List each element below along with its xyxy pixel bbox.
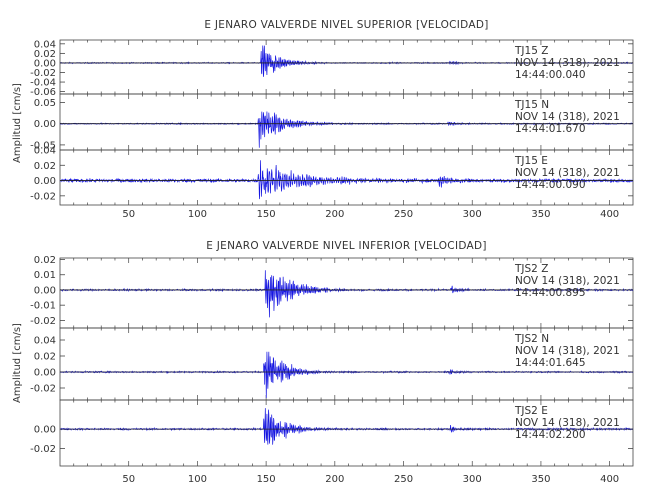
time-label: 14:44:01.645 [515, 357, 586, 369]
y-tick-label: 0.02 [34, 49, 56, 60]
y-tick-label: 0.04 [34, 146, 56, 157]
x-tick-label: 200 [325, 209, 344, 220]
y-tick-label: 0.00 [34, 119, 56, 130]
x-tick-label: 50 [122, 209, 135, 220]
x-tick-label: 100 [188, 474, 207, 485]
y-axis-label: Amplitud [cm/s] [12, 323, 23, 403]
y-tick-label: -0.06 [30, 87, 56, 98]
x-tick-label: 100 [188, 209, 207, 220]
y-tick-label: 0.00 [34, 176, 56, 187]
y-tick-label: 0.00 [34, 285, 56, 296]
time-label: 14:44:00.895 [515, 287, 586, 299]
x-tick-label: 350 [531, 209, 550, 220]
y-tick-label: -0.04 [30, 78, 56, 89]
y-tick-label: 0.02 [34, 255, 56, 266]
date-label: NOV 14 (318), 2021 [515, 167, 620, 179]
y-axis-label: Amplitud [cm/s] [12, 83, 23, 163]
y-tick-label: 0.05 [34, 98, 56, 109]
y-tick-label: -0.02 [30, 68, 56, 79]
x-tick-label: 400 [600, 209, 619, 220]
lower-level-panel: E JENARO VALVERDE NIVEL INFERIOR [VELOCI… [12, 240, 634, 485]
date-label: NOV 14 (318), 2021 [515, 111, 620, 123]
y-tick-label: 0.01 [34, 270, 56, 281]
x-tick-label: 300 [463, 209, 482, 220]
date-label: NOV 14 (318), 2021 [515, 275, 620, 287]
time-label: 14:44:00.040 [515, 69, 586, 81]
trace-frame [59, 399, 634, 467]
x-tick-label: 350 [531, 474, 550, 485]
x-tick-label: 50 [122, 474, 135, 485]
x-tick-label: 200 [325, 474, 344, 485]
y-tick-label: 0.02 [34, 161, 56, 172]
y-tick-label: 0.00 [34, 368, 56, 379]
panel-title: E JENARO VALVERDE NIVEL INFERIOR [VELOCI… [206, 240, 487, 252]
y-tick-label: 0.02 [34, 352, 56, 363]
date-label: NOV 14 (318), 2021 [515, 345, 620, 357]
x-tick-label: 150 [257, 474, 276, 485]
station-label: TJ15 N [514, 99, 549, 111]
date-label: NOV 14 (318), 2021 [515, 417, 620, 429]
time-label: 14:44:00.090 [515, 179, 586, 191]
y-tick-label: -0.02 [30, 444, 56, 455]
x-tick-label: 250 [394, 474, 413, 485]
x-tick-label: 250 [394, 209, 413, 220]
y-tick-label: -0.02 [30, 191, 56, 202]
x-tick-label: 400 [600, 474, 619, 485]
y-tick-label: 0.00 [34, 425, 56, 436]
station-label: TJ15 Z [514, 45, 548, 57]
trace-frame [59, 149, 634, 206]
y-tick-label: 0.00 [34, 58, 56, 69]
station-label: TJS2 E [514, 405, 548, 417]
time-label: 14:44:01.670 [515, 123, 586, 135]
x-tick-label: 300 [463, 474, 482, 485]
panel-title: E JENARO VALVERDE NIVEL SUPERIOR [VELOCI… [204, 19, 488, 31]
station-label: TJS2 Z [514, 263, 548, 275]
y-tick-label: 0.04 [34, 39, 56, 50]
y-tick-label: -0.02 [30, 316, 56, 327]
y-tick-label: 0.04 [34, 336, 56, 347]
y-tick-label: -0.01 [30, 301, 56, 312]
x-tick-label: 150 [257, 209, 276, 220]
station-label: TJ15 E [514, 155, 548, 167]
upper-level-panel: E JENARO VALVERDE NIVEL SUPERIOR [VELOCI… [12, 19, 634, 220]
y-tick-label: -0.02 [30, 384, 56, 395]
date-label: NOV 14 (318), 2021 [515, 57, 620, 69]
y-tick-label: -0.05 [30, 140, 56, 151]
station-label: TJS2 N [514, 333, 549, 345]
time-label: 14:44:02.200 [515, 429, 586, 441]
